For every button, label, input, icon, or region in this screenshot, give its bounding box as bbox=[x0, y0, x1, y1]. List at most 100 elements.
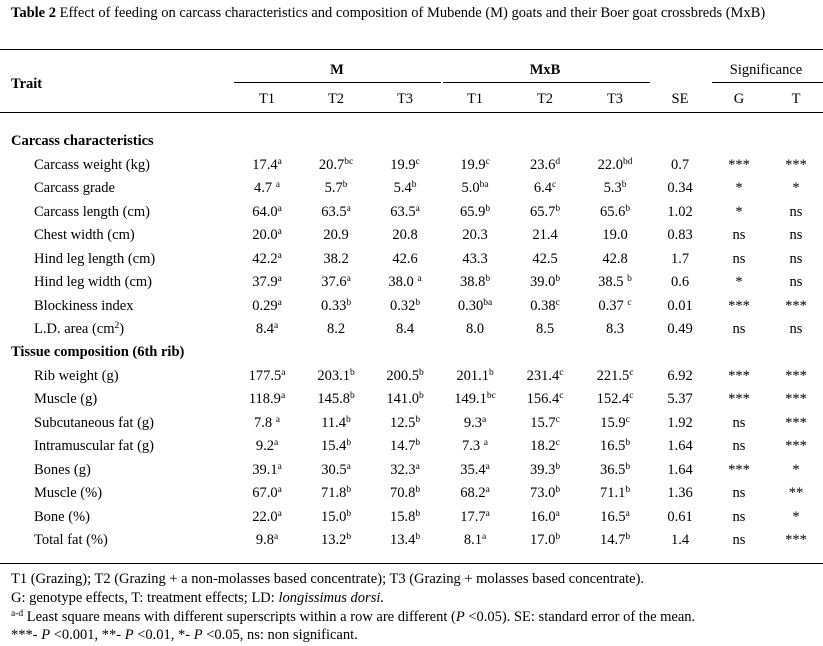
footnote-sig-p2: P bbox=[124, 627, 134, 643]
row-trait: Carcass weight (kg) bbox=[34, 155, 150, 175]
cell-value: 201.1 bbox=[456, 367, 489, 384]
cell-superscript: b bbox=[346, 485, 352, 495]
cell-value: 5.3 bbox=[603, 180, 622, 196]
cell-value: 42.8 bbox=[602, 250, 628, 267]
table-cell: 6.92 bbox=[667, 366, 692, 386]
table-cell: ns bbox=[733, 483, 746, 503]
cell-value: 0.32 bbox=[389, 297, 416, 314]
cell-superscript: c bbox=[625, 414, 630, 425]
table-cell: 38.8b bbox=[460, 272, 490, 292]
cell-superscript: a bbox=[625, 508, 630, 519]
cell-value: 152.4 bbox=[596, 391, 630, 407]
table-cell: 8.3 bbox=[606, 319, 624, 339]
cell-value: 118.9 bbox=[248, 391, 281, 407]
cell-superscript: c bbox=[629, 367, 634, 378]
cell-value: 200.5 bbox=[386, 367, 419, 384]
table-cell: 39.1a bbox=[252, 460, 282, 480]
section-title: Carcass characteristics bbox=[11, 133, 154, 149]
table-cell: * bbox=[735, 202, 742, 222]
cell-value: 65.9 bbox=[459, 203, 486, 220]
cell-superscript: c bbox=[485, 156, 490, 167]
footnote-sig-d: <0.05, ns: non significant. bbox=[202, 627, 358, 643]
cell-value: *** bbox=[785, 414, 807, 431]
cell-superscript: b bbox=[555, 532, 561, 542]
cell-value: 8.2 bbox=[326, 321, 346, 337]
row-trait-text: Carcass weight (kg) bbox=[34, 156, 150, 173]
cell-superscript: b bbox=[415, 414, 421, 425]
cell-value: 20.8 bbox=[392, 227, 418, 243]
footnote-sig-a: ***- bbox=[11, 627, 42, 643]
cell-value: ns bbox=[732, 414, 746, 431]
table-cell: 8.2 bbox=[327, 319, 345, 339]
table-cell: 0.61 bbox=[667, 507, 692, 527]
cell-value: 15.7 bbox=[530, 414, 556, 431]
cell-superscript: d bbox=[555, 156, 561, 167]
cell-value: 15.0 bbox=[320, 508, 347, 525]
cell-value: 17.4 bbox=[252, 156, 278, 173]
group-mxb-header: MxB bbox=[529, 62, 561, 78]
row-trait: Carcass length (cm) bbox=[34, 202, 150, 222]
table-cell: ns bbox=[733, 249, 746, 269]
table-cell: 5.3b bbox=[604, 178, 627, 198]
cell-value: 145.8 bbox=[317, 391, 350, 407]
cell-value: 203.1 bbox=[317, 367, 350, 384]
table-cell: 15.9c bbox=[600, 413, 630, 433]
cell-value: 15.9 bbox=[600, 414, 626, 431]
trait-header: Trait bbox=[11, 76, 43, 92]
table-cell: 20.0a bbox=[252, 225, 282, 245]
cell-value: 0.33 bbox=[320, 297, 347, 314]
table-cell: 63.5a bbox=[321, 202, 351, 222]
table-cell: 0.34 bbox=[667, 178, 692, 198]
row-trait-text: Chest width (cm) bbox=[34, 227, 135, 243]
table-cell: 21.4 bbox=[532, 225, 557, 245]
table-cell: ns bbox=[733, 530, 746, 550]
cell-superscript: a bbox=[346, 461, 351, 472]
footnote-abbreviations: G: genotype effects, T: treatment effect… bbox=[11, 589, 384, 607]
footnote-sup-text-a: Least square means with different supers… bbox=[23, 609, 456, 625]
cell-value: 1.64 bbox=[667, 438, 693, 454]
cell-value: *** bbox=[785, 367, 807, 384]
footnote-sup: a-d bbox=[11, 609, 24, 619]
cell-value: 8.5 bbox=[535, 321, 555, 337]
cell-superscript: a bbox=[485, 461, 490, 472]
cell-value: * bbox=[792, 508, 800, 525]
cell-value: 30.5 bbox=[321, 461, 347, 478]
table-cell: 8.4 bbox=[396, 319, 414, 339]
cell-superscript: a bbox=[415, 203, 420, 214]
row-trait-text: Bones (g) bbox=[34, 461, 91, 478]
table-cell: ns bbox=[790, 225, 803, 245]
cell-value: 0.37 bbox=[598, 297, 628, 314]
table-cell: 118.9a bbox=[249, 389, 285, 409]
cell-superscript: a bbox=[280, 391, 286, 401]
cell-superscript: b bbox=[346, 532, 352, 542]
cell-value: 20.9 bbox=[323, 227, 349, 243]
cell-value: ns bbox=[732, 321, 746, 337]
cell-superscript: b bbox=[625, 203, 631, 214]
cell-superscript: a bbox=[273, 438, 279, 448]
table-cell: 7.8 a bbox=[254, 413, 280, 433]
table-cell: 37.6a bbox=[321, 272, 351, 292]
cell-superscript: c bbox=[559, 367, 564, 378]
cell-value: 42.2 bbox=[252, 250, 278, 267]
table-cell: *** bbox=[728, 460, 750, 480]
cell-superscript: c bbox=[629, 391, 634, 401]
cell-value: 39.3 bbox=[529, 461, 556, 478]
cell-value: 20.3 bbox=[462, 227, 488, 243]
row-trait-text: Hind leg width (cm) bbox=[34, 274, 152, 290]
cell-value: 1.36 bbox=[667, 485, 693, 501]
table-cell: ns bbox=[733, 507, 746, 527]
cell-value: 19.9 bbox=[460, 156, 486, 173]
table-cell: 5.4b bbox=[394, 178, 417, 198]
cell-value: 156.4 bbox=[526, 391, 560, 407]
cell-value: 8.1 bbox=[463, 532, 482, 548]
cell-value: 9.2 bbox=[255, 438, 274, 454]
table-cell: 200.5b bbox=[386, 366, 423, 386]
cell-value: ns bbox=[732, 438, 746, 454]
cell-value: ns bbox=[732, 250, 746, 267]
table-cell: 9.3a bbox=[464, 413, 486, 433]
cell-superscript: a bbox=[415, 461, 420, 472]
cell-superscript: c bbox=[555, 414, 560, 425]
cell-value: *** bbox=[785, 297, 807, 314]
table-cell: 9.2a bbox=[256, 436, 278, 456]
cell-value: 5.4 bbox=[393, 180, 412, 196]
